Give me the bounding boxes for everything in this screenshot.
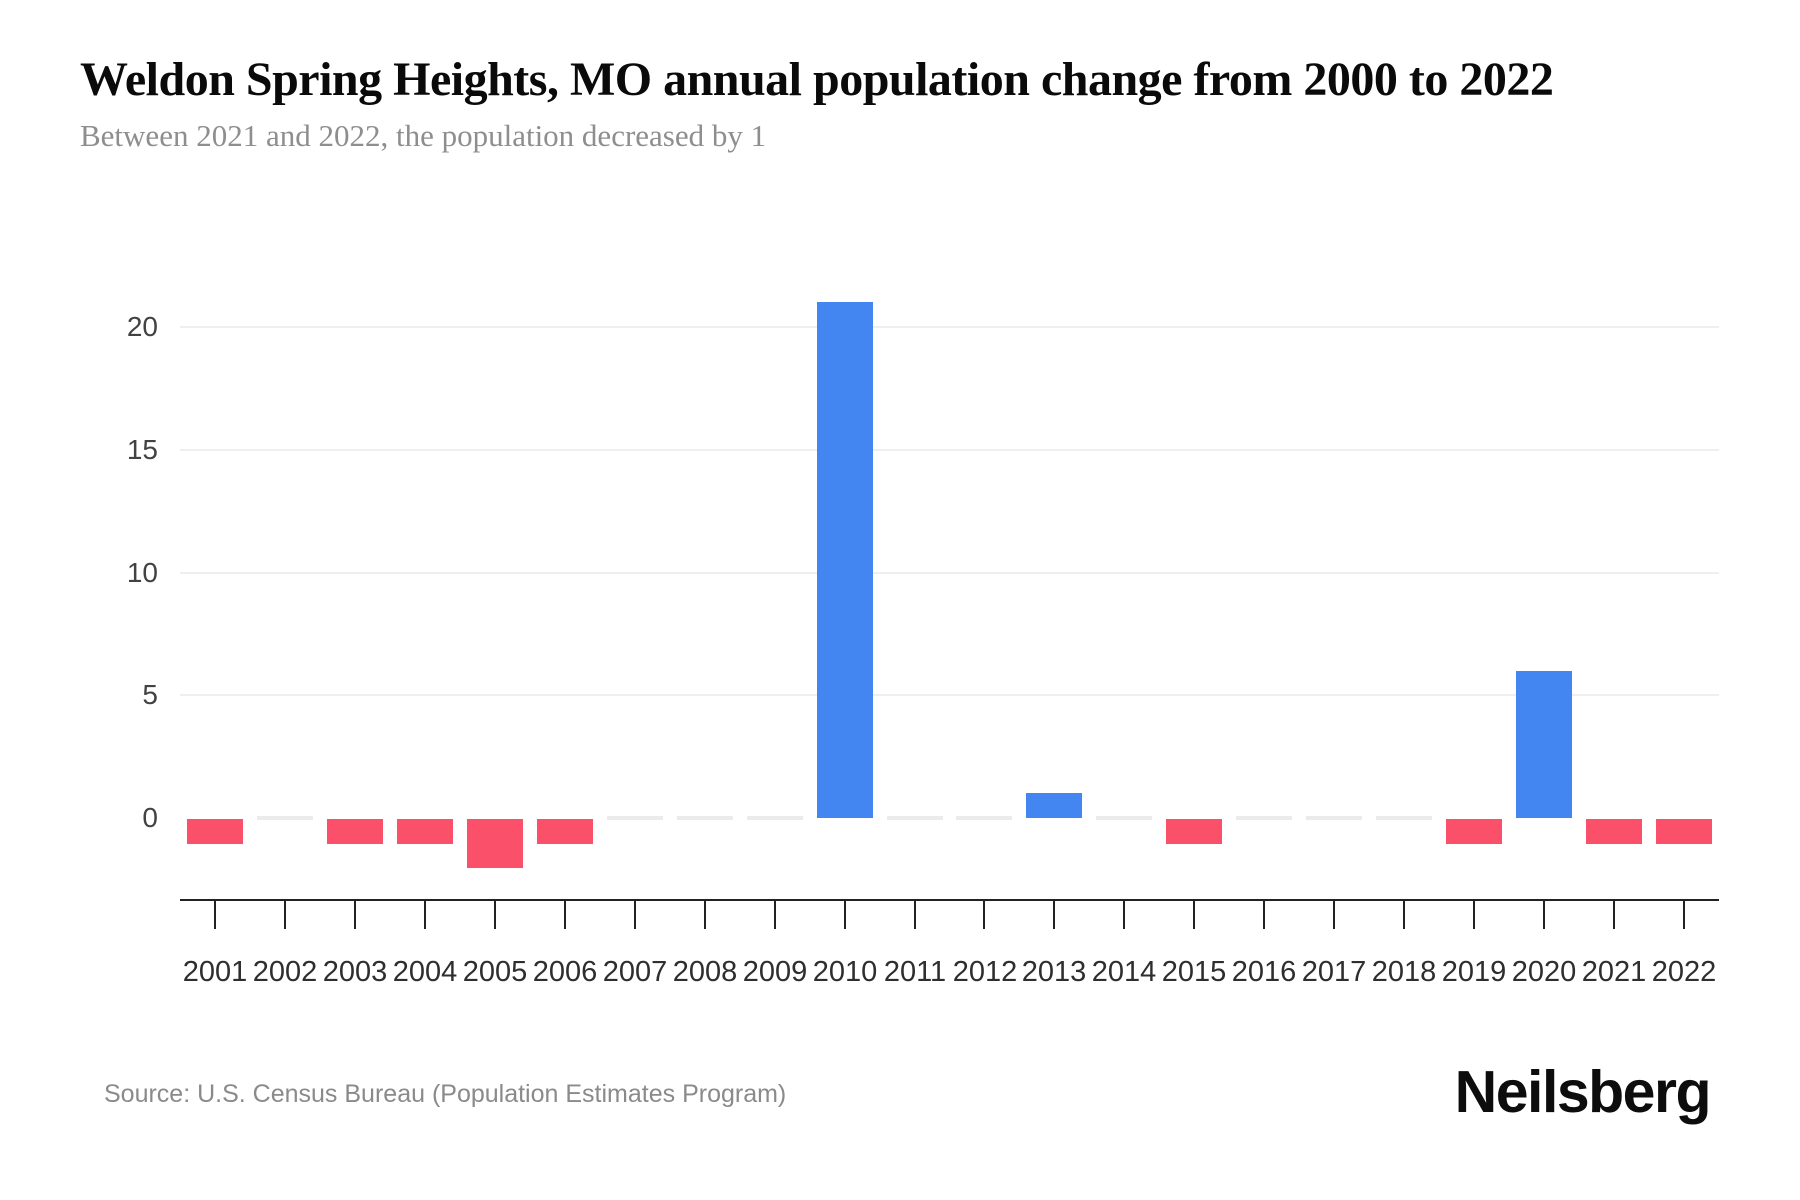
x-tick-2020: [1543, 899, 1545, 929]
chart-title: Weldon Spring Heights, MO annual populat…: [80, 53, 1554, 106]
x-tick-label: 2011: [883, 956, 947, 988]
x-tick-2022: [1683, 899, 1685, 929]
zero-marker-2018: [1376, 816, 1432, 820]
gridline-10: [180, 572, 1719, 574]
x-tick-label: 2018: [1371, 956, 1437, 988]
bar-2006: [537, 819, 593, 844]
x-tick-2014: [1123, 899, 1125, 929]
x-tick-label: 2003: [322, 956, 388, 988]
x-tick-2016: [1263, 899, 1265, 929]
gridline-20: [180, 326, 1719, 328]
neilsberg-logo: Neilsberg: [1454, 1059, 1712, 1125]
x-tick-2001: [214, 899, 216, 929]
y-tick-label: 20: [126, 311, 158, 342]
bar-2019: [1446, 819, 1502, 844]
x-tick-label: 2009: [742, 956, 808, 988]
x-tick-2018: [1403, 899, 1405, 929]
bar-2004: [397, 819, 453, 844]
bar-2003: [327, 819, 383, 844]
bar-2001: [187, 819, 243, 844]
zero-marker-2016: [1236, 816, 1292, 820]
bar-2015: [1166, 819, 1222, 844]
zero-marker-2002: [257, 816, 313, 820]
bar-2010: [817, 302, 873, 818]
zero-marker-2017: [1306, 816, 1362, 820]
x-tick-label: 2016: [1231, 956, 1297, 988]
x-tick-2002: [284, 899, 286, 929]
x-tick-2008: [704, 899, 706, 929]
y-tick-label: 10: [126, 557, 158, 588]
x-tick-label: 2017: [1301, 956, 1367, 988]
x-tick-label: 2012: [952, 956, 1018, 988]
x-axis-line: [180, 899, 1719, 901]
x-tick-2010: [844, 899, 846, 929]
x-tick-label: 2013: [1021, 956, 1087, 988]
x-tick-2003: [354, 899, 356, 929]
bar-2013: [1026, 793, 1082, 818]
x-tick-label: 2004: [392, 956, 458, 988]
x-tick-2009: [774, 899, 776, 929]
zero-marker-2009: [747, 816, 803, 820]
y-tick-label: 5: [142, 679, 158, 710]
x-tick-2004: [424, 899, 426, 929]
x-tick-label: 2020: [1511, 956, 1577, 988]
x-tick-label: 2002: [252, 956, 318, 988]
x-tick-label: 2006: [532, 956, 598, 988]
x-tick-label: 2010: [812, 956, 878, 988]
x-tick-label: 2022: [1651, 956, 1717, 988]
x-tick-2019: [1473, 899, 1475, 929]
x-tick-2007: [634, 899, 636, 929]
y-tick-label: 15: [126, 434, 158, 465]
y-tick-label: 0: [142, 802, 158, 833]
x-tick-2012: [983, 899, 985, 929]
x-tick-label: 2015: [1161, 956, 1227, 988]
x-tick-2015: [1193, 899, 1195, 929]
zero-marker-2008: [677, 816, 733, 820]
x-tick-2013: [1053, 899, 1055, 929]
zero-marker-2014: [1096, 816, 1152, 820]
x-tick-2017: [1333, 899, 1335, 929]
x-tick-2021: [1613, 899, 1615, 929]
x-tick-label: 2007: [602, 956, 668, 988]
bar-2021: [1586, 819, 1642, 844]
bar-2005: [467, 819, 523, 868]
chart-subtitle: Between 2021 and 2022, the population de…: [80, 118, 767, 153]
bar-2022: [1656, 819, 1712, 844]
x-tick-label: 2014: [1091, 956, 1157, 988]
source-note: Source: U.S. Census Bureau (Population E…: [104, 1080, 787, 1108]
bar-2020: [1516, 671, 1572, 818]
x-tick-label: 2008: [672, 956, 738, 988]
x-tick-2006: [564, 899, 566, 929]
x-tick-2005: [494, 899, 496, 929]
x-tick-label: 2005: [462, 956, 528, 988]
zero-marker-2011: [887, 816, 943, 820]
x-tick-label: 2019: [1441, 956, 1507, 988]
gridline-15: [180, 449, 1719, 451]
x-tick-label: 2001: [182, 956, 248, 988]
zero-marker-2007: [607, 816, 663, 820]
x-tick-2011: [914, 899, 916, 929]
gridline-5: [180, 694, 1719, 696]
x-tick-label: 2021: [1581, 956, 1647, 988]
zero-marker-2012: [956, 816, 1012, 820]
